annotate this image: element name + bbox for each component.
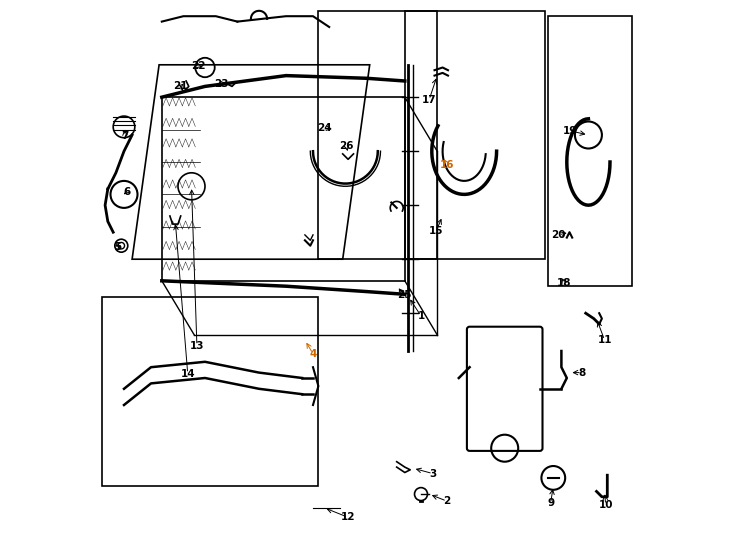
Bar bbox=[404, 11, 545, 259]
Text: 26: 26 bbox=[339, 141, 354, 151]
Text: 10: 10 bbox=[598, 500, 613, 510]
Text: 5: 5 bbox=[114, 242, 121, 252]
Text: 7: 7 bbox=[121, 131, 128, 141]
Bar bbox=[103, 297, 319, 486]
Text: 16: 16 bbox=[440, 160, 454, 170]
Text: 19: 19 bbox=[562, 126, 577, 136]
Text: 2: 2 bbox=[443, 496, 451, 506]
Text: 20: 20 bbox=[551, 230, 566, 240]
Bar bbox=[319, 11, 437, 259]
Text: 1: 1 bbox=[418, 311, 425, 321]
Text: 24: 24 bbox=[318, 123, 333, 133]
Text: 3: 3 bbox=[429, 469, 437, 478]
Text: 25: 25 bbox=[398, 291, 412, 300]
Text: 17: 17 bbox=[422, 95, 437, 105]
Text: 6: 6 bbox=[123, 187, 131, 197]
Text: 18: 18 bbox=[557, 279, 571, 288]
Text: 4: 4 bbox=[309, 349, 316, 359]
Text: 13: 13 bbox=[189, 341, 204, 350]
Text: 12: 12 bbox=[341, 512, 355, 522]
Text: 8: 8 bbox=[578, 368, 586, 377]
Text: 23: 23 bbox=[214, 79, 228, 89]
Text: 15: 15 bbox=[429, 226, 443, 236]
Text: 21: 21 bbox=[173, 82, 188, 91]
Text: 14: 14 bbox=[181, 369, 195, 379]
Text: 11: 11 bbox=[597, 335, 612, 345]
Bar bbox=[548, 16, 631, 286]
Text: 22: 22 bbox=[192, 61, 206, 71]
Text: 9: 9 bbox=[547, 498, 554, 508]
